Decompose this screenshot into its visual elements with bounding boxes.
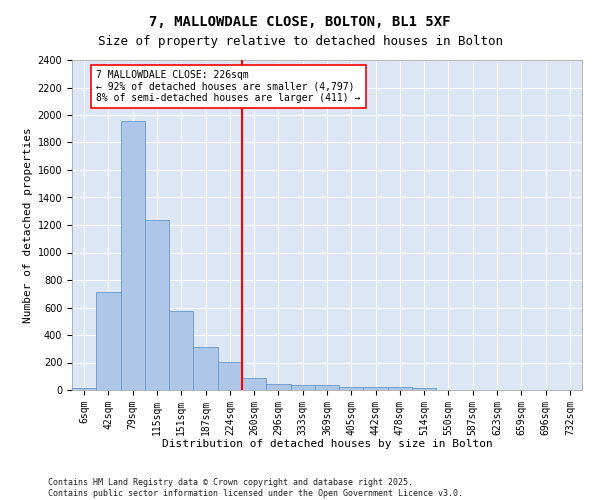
Bar — [266, 384, 290, 390]
Text: Contains HM Land Registry data © Crown copyright and database right 2025.
Contai: Contains HM Land Registry data © Crown c… — [48, 478, 463, 498]
Y-axis label: Number of detached properties: Number of detached properties — [23, 127, 34, 323]
Bar — [242, 378, 266, 390]
Text: 7 MALLOWDALE CLOSE: 226sqm
← 92% of detached houses are smaller (4,797)
8% of se: 7 MALLOWDALE CLOSE: 226sqm ← 92% of deta… — [96, 70, 361, 103]
Bar — [339, 387, 364, 390]
Bar — [169, 311, 193, 390]
Text: Size of property relative to detached houses in Bolton: Size of property relative to detached ho… — [97, 35, 503, 48]
Bar — [145, 220, 169, 390]
Bar — [364, 387, 388, 390]
Bar — [121, 120, 145, 390]
Bar — [412, 388, 436, 390]
Bar — [193, 348, 218, 390]
Bar — [72, 388, 96, 390]
Bar — [218, 362, 242, 390]
Bar — [96, 292, 121, 390]
Bar — [315, 385, 339, 390]
Text: 7, MALLOWDALE CLOSE, BOLTON, BL1 5XF: 7, MALLOWDALE CLOSE, BOLTON, BL1 5XF — [149, 15, 451, 29]
X-axis label: Distribution of detached houses by size in Bolton: Distribution of detached houses by size … — [161, 439, 493, 449]
Bar — [388, 387, 412, 390]
Bar — [290, 385, 315, 390]
